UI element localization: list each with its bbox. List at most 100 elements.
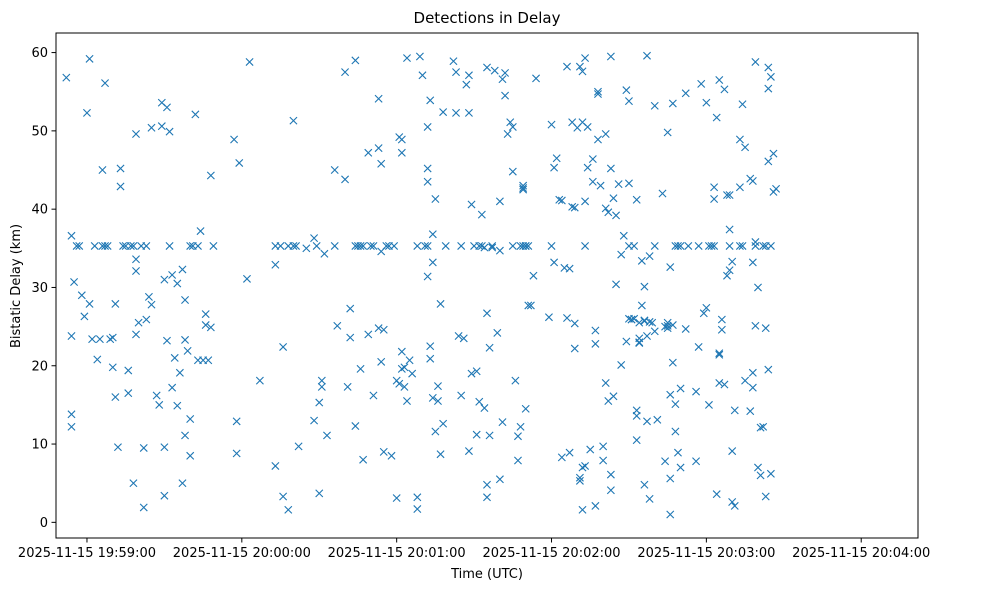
data-point-marker bbox=[400, 363, 409, 372]
data-point-marker bbox=[132, 255, 140, 264]
data-point-marker bbox=[464, 447, 473, 456]
data-point-marker bbox=[379, 447, 388, 456]
data-point-marker bbox=[650, 101, 659, 110]
data-point-marker bbox=[666, 263, 675, 272]
data-point-marker bbox=[552, 154, 561, 163]
data-point-marker bbox=[119, 241, 128, 250]
data-point-marker bbox=[90, 241, 99, 250]
data-point-marker bbox=[519, 185, 528, 194]
data-point-marker bbox=[457, 391, 466, 400]
plot-area-frame bbox=[55, 32, 919, 539]
data-point-marker bbox=[206, 323, 215, 332]
data-point-marker bbox=[601, 378, 610, 387]
data-point-marker bbox=[178, 265, 187, 274]
data-point-marker bbox=[524, 241, 533, 250]
y-tick-label: 20 bbox=[31, 359, 48, 374]
data-point-marker bbox=[612, 280, 621, 289]
data-point-marker bbox=[606, 164, 615, 173]
data-point-marker bbox=[735, 241, 744, 250]
data-point-marker bbox=[581, 461, 590, 470]
data-point-marker bbox=[413, 493, 422, 502]
data-point-marker bbox=[617, 250, 626, 259]
data-point-marker bbox=[426, 342, 435, 351]
data-point-marker bbox=[699, 309, 708, 318]
data-point-marker bbox=[441, 241, 450, 250]
data-point-marker bbox=[715, 350, 724, 359]
data-point-marker bbox=[343, 382, 352, 391]
data-point-marker bbox=[390, 241, 399, 250]
data-point-marker bbox=[673, 241, 682, 250]
data-point-marker bbox=[593, 135, 602, 144]
data-point-marker bbox=[557, 196, 566, 205]
data-point-marker bbox=[201, 321, 210, 330]
data-point-marker bbox=[568, 202, 577, 211]
data-point-marker bbox=[124, 389, 133, 398]
data-point-marker bbox=[490, 66, 499, 75]
data-point-marker bbox=[276, 241, 285, 250]
data-point-marker bbox=[544, 313, 553, 322]
data-point-marker bbox=[593, 90, 602, 99]
data-point-marker bbox=[565, 264, 574, 273]
data-point-marker bbox=[147, 300, 156, 309]
data-point-marker bbox=[132, 330, 140, 339]
data-point-marker bbox=[643, 51, 652, 60]
data-point-marker bbox=[707, 241, 716, 250]
data-point-marker bbox=[103, 241, 112, 250]
data-point-marker bbox=[614, 180, 623, 189]
data-point-marker bbox=[480, 243, 489, 252]
data-point-marker bbox=[650, 327, 659, 336]
data-point-marker bbox=[766, 469, 775, 478]
data-point-marker bbox=[181, 295, 190, 304]
data-point-marker bbox=[498, 75, 507, 84]
data-point-marker bbox=[759, 241, 768, 250]
data-point-marker bbox=[715, 75, 724, 84]
data-point-marker bbox=[624, 179, 633, 188]
data-point-marker bbox=[666, 510, 675, 519]
data-point-marker bbox=[413, 241, 422, 250]
data-point-marker bbox=[477, 210, 486, 219]
data-point-marker bbox=[289, 241, 298, 250]
data-point-marker bbox=[663, 128, 672, 137]
data-point-marker bbox=[168, 270, 177, 279]
data-point-marker bbox=[550, 258, 559, 267]
data-point-marker bbox=[67, 422, 76, 431]
y-tick-label: 60 bbox=[31, 46, 48, 61]
data-point-marker bbox=[330, 241, 339, 250]
data-point-marker bbox=[663, 318, 672, 327]
data-point-marker bbox=[751, 321, 760, 330]
data-point-marker bbox=[697, 79, 706, 88]
data-point-marker bbox=[333, 321, 342, 330]
data-point-marker bbox=[204, 356, 213, 365]
data-point-marker bbox=[108, 363, 117, 372]
data-point-marker bbox=[359, 241, 368, 250]
data-point-marker bbox=[62, 73, 71, 82]
data-point-marker bbox=[428, 230, 437, 239]
data-point-marker bbox=[132, 267, 140, 276]
data-point-marker bbox=[529, 271, 538, 280]
data-point-marker bbox=[508, 167, 517, 176]
data-point-marker bbox=[93, 355, 102, 364]
data-point-marker bbox=[341, 175, 350, 184]
data-point-marker bbox=[547, 241, 556, 250]
data-point-marker bbox=[710, 183, 719, 192]
data-point-marker bbox=[70, 277, 79, 286]
data-point-marker bbox=[547, 120, 556, 129]
data-point-marker bbox=[723, 271, 732, 280]
data-point-marker bbox=[302, 244, 311, 253]
data-point-marker bbox=[405, 356, 414, 365]
data-point-marker bbox=[170, 353, 179, 362]
data-point-marker bbox=[668, 358, 677, 367]
data-point-marker bbox=[126, 241, 135, 250]
data-point-marker bbox=[673, 448, 682, 457]
data-point-marker bbox=[735, 183, 744, 192]
data-point-marker bbox=[483, 493, 491, 502]
data-point-marker bbox=[519, 184, 528, 193]
data-point-marker bbox=[635, 318, 644, 327]
data-point-marker bbox=[632, 436, 641, 445]
x-axis-label: Time (UTC) bbox=[450, 567, 523, 582]
data-point-marker bbox=[632, 411, 641, 420]
data-point-marker bbox=[751, 57, 760, 66]
data-point-marker bbox=[671, 400, 680, 409]
y-tick-label: 0 bbox=[40, 516, 48, 531]
data-point-marker bbox=[322, 431, 331, 440]
